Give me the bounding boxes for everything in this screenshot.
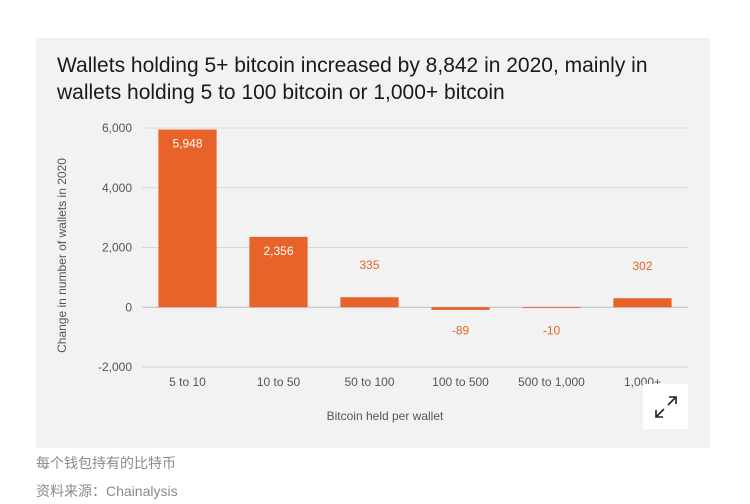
caption-description: 每个钱包持有的比特币 — [36, 455, 176, 471]
caption-source: 资料来源：Chainalysis — [36, 483, 178, 499]
y-tick-label: 4,000 — [102, 181, 132, 195]
bar — [249, 236, 308, 308]
expand-button[interactable] — [643, 384, 688, 429]
data-label: -10 — [543, 323, 561, 337]
bar — [340, 297, 399, 308]
y-tick-label: -2,000 — [98, 360, 132, 374]
chart-figure: Wallets holding 5+ bitcoin increased by … — [36, 38, 710, 448]
chart-title: Wallets holding 5+ bitcoin increased by … — [57, 54, 648, 104]
x-tick-label: 10 to 50 — [257, 375, 301, 389]
bar — [158, 129, 217, 308]
data-label: 5,948 — [172, 137, 202, 151]
x-tick-label: 100 to 500 — [432, 375, 489, 389]
bar — [522, 307, 581, 309]
y-tick-label: 6,000 — [102, 121, 132, 135]
x-tick-label: 5 to 10 — [169, 375, 206, 389]
expand-arrows-icon — [654, 395, 677, 418]
x-tick-label: 50 to 100 — [344, 375, 394, 389]
bar — [613, 298, 672, 308]
bar-chart: 6,000 4,000 2,000 0 -2,000 5,948 5 to 10 2,356 1… — [55, 121, 688, 423]
data-label: 335 — [359, 258, 379, 272]
data-label: 2,356 — [263, 244, 293, 258]
data-label: 302 — [632, 259, 652, 273]
x-tick-label: 500 to 1,000 — [518, 375, 585, 389]
y-tick-label: 2,000 — [102, 241, 132, 255]
y-tick-label: 0 — [125, 300, 132, 314]
y-axis-title: Change in number of wallets in 2020 — [55, 158, 69, 353]
data-label: -89 — [452, 323, 470, 337]
x-axis-title: Bitcoin held per wallet — [327, 409, 444, 423]
bar — [431, 307, 490, 310]
